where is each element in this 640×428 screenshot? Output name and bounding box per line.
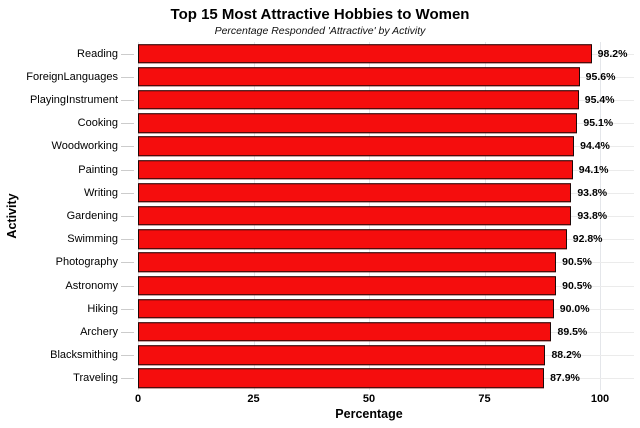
bar-row: Traveling 87.9% (73, 367, 634, 390)
chart-title: Top 15 Most Attractive Hobbies to Women (170, 6, 470, 23)
bar (138, 299, 554, 319)
bar-row: Woodworking 94.4% (52, 135, 634, 158)
bar-row: Cooking 95.1% (78, 112, 634, 135)
y-tick-mark (121, 215, 134, 217)
value-label: 94.1% (578, 163, 609, 176)
chart-subtitle: Percentage Responded 'Attractive' by Act… (214, 25, 426, 37)
bar-row: Photography 90.5% (56, 251, 634, 274)
bar (138, 90, 579, 110)
y-tick-mark (121, 76, 134, 78)
bar (138, 229, 567, 249)
bar (138, 136, 575, 157)
y-tick-mark (121, 99, 134, 101)
value-label: 92.8% (572, 233, 603, 246)
y-tick-mark (121, 169, 134, 171)
value-label: 90.5% (562, 256, 592, 269)
y-tick-mark (121, 192, 134, 194)
x-tick-label: 25 (247, 393, 260, 405)
x-axis-label: Percentage (335, 407, 403, 421)
bar-row: Swimming 92.8% (67, 228, 634, 251)
value-label: 98.2% (597, 47, 628, 60)
value-label: 89.5% (557, 325, 588, 338)
y-tick-mark (121, 53, 134, 55)
category-label: Traveling (73, 372, 118, 385)
value-label: 93.8% (577, 209, 608, 222)
value-label: 95.6% (585, 70, 616, 83)
bar (138, 252, 557, 273)
bar (138, 322, 552, 342)
bar (138, 275, 557, 296)
bar (138, 345, 546, 365)
y-axis-label: Activity (5, 193, 19, 239)
bar-row: ForeignLanguages 95.6% (26, 65, 634, 88)
x-tick-label: 100 (590, 393, 610, 405)
category-label: Blacksmithing (50, 349, 118, 362)
y-tick-mark (121, 239, 134, 241)
bar-row: Archery 89.5% (80, 320, 634, 343)
category-label: Woodworking (51, 140, 118, 153)
bar (138, 67, 580, 87)
bar-row: Reading 98.2% (77, 42, 634, 65)
bar-row: Writing 93.8% (84, 181, 634, 204)
category-label: Astronomy (65, 279, 118, 292)
category-label: Photography (55, 256, 118, 269)
bar-row: Hiking 90.0% (87, 297, 634, 320)
bar (138, 113, 578, 133)
category-label: ForeignLanguages (26, 70, 118, 83)
bar-row: Painting 94.1% (78, 158, 634, 181)
value-label: 90.5% (562, 279, 592, 292)
value-label: 90.0% (559, 302, 590, 315)
y-tick-mark (121, 355, 134, 357)
value-label: 87.9% (550, 372, 580, 385)
y-tick-mark (121, 262, 134, 264)
category-label: Painting (78, 163, 118, 176)
value-label: 95.1% (583, 117, 614, 130)
category-label: Reading (77, 47, 118, 60)
category-label: PlayingInstrument (29, 93, 118, 106)
value-label: 95.4% (584, 93, 615, 106)
category-label: Swimming (67, 233, 118, 246)
bar (138, 159, 573, 180)
bar-row: Blacksmithing 88.2% (50, 344, 634, 367)
bar-row: PlayingInstrument 95.4% (30, 88, 634, 111)
y-tick-mark (121, 378, 134, 380)
bar-row: Astronomy 90.5% (65, 274, 634, 297)
x-tick-label: 75 (478, 393, 491, 405)
bar (138, 43, 592, 64)
bar (138, 183, 572, 203)
y-tick-mark (121, 285, 134, 287)
y-tick-mark (121, 331, 134, 333)
value-label: 88.2% (551, 349, 582, 362)
category-label: Hiking (87, 302, 118, 315)
bar (138, 206, 572, 226)
x-tick-label: 50 (362, 393, 376, 405)
y-tick-mark (121, 146, 134, 148)
category-label: Writing (83, 186, 118, 199)
bar (138, 368, 545, 389)
y-tick-mark (121, 308, 134, 310)
y-tick-mark (121, 123, 134, 125)
x-tick-label: 0 (134, 393, 142, 405)
bar-row: Gardening 93.8% (67, 204, 634, 227)
category-label: Cooking (77, 117, 118, 130)
plot-area: Reading 98.2% ForeignLanguages 95.6% Playing… (26, 42, 634, 390)
category-label: Archery (80, 325, 118, 338)
category-label: Gardening (66, 209, 118, 222)
value-label: 93.8% (577, 186, 608, 199)
value-label: 94.4% (580, 140, 610, 153)
